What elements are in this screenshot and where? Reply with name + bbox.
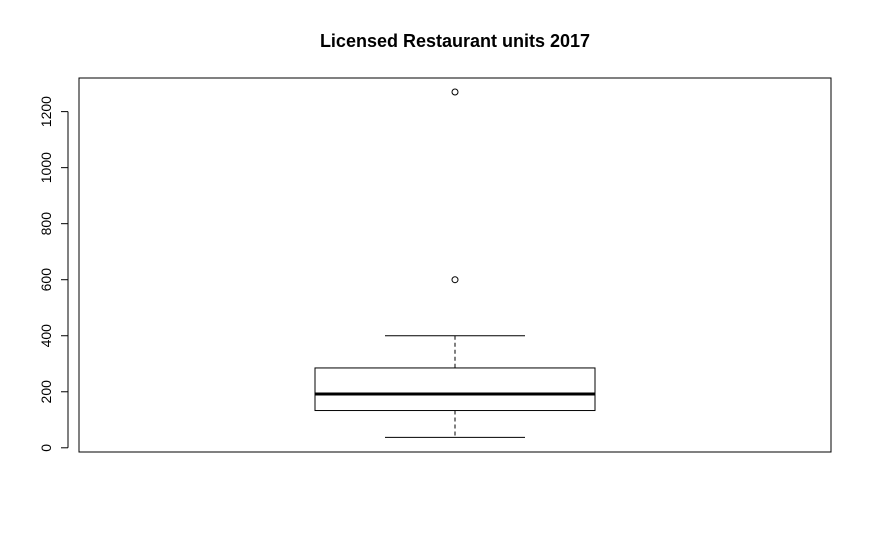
- iqr-box: [314, 367, 596, 412]
- y-tick-label: 1000: [38, 152, 54, 183]
- y-tick-label: 200: [38, 380, 54, 404]
- outlier-point: [451, 88, 459, 96]
- y-tick-label: 400: [38, 324, 54, 348]
- y-axis: 0 200 400 600 800 1000 1200: [38, 96, 69, 452]
- y-tick-label: 0: [38, 444, 54, 452]
- y-tick-label: 1200: [38, 96, 54, 127]
- y-tick-label: 600: [38, 268, 54, 292]
- plot-frame: [78, 77, 832, 453]
- y-tick-label: 800: [38, 212, 54, 236]
- outliers: [451, 88, 459, 284]
- outlier-point: [451, 276, 459, 284]
- chart-title: Licensed Restaurant units 2017: [320, 31, 590, 51]
- box-plot: [314, 335, 596, 438]
